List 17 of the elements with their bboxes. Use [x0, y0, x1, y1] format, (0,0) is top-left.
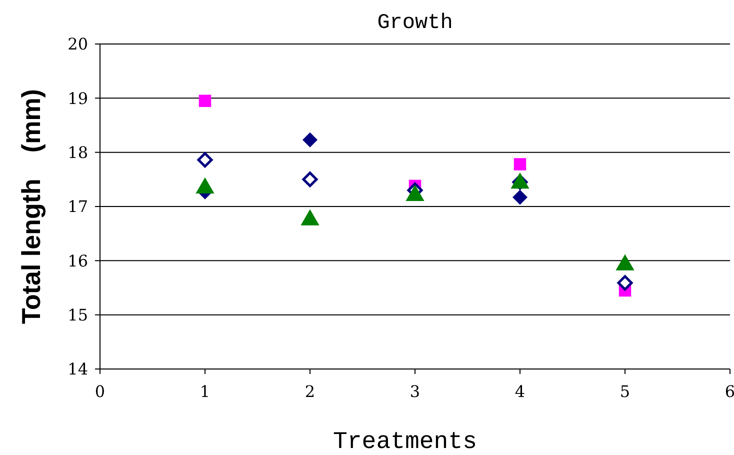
- y-tick-label: 17: [68, 197, 88, 216]
- x-tick-label: 1: [200, 382, 210, 401]
- x-tick-label: 6: [724, 382, 734, 401]
- x-tick-label: 3: [410, 382, 420, 401]
- x-axis-title: Treatments: [332, 429, 478, 455]
- y-axis-title: Total length (mm): [16, 89, 46, 324]
- x-tick-label: 0: [94, 382, 106, 401]
- y-tick-label: 19: [68, 88, 88, 108]
- x-tick-label: 2: [304, 382, 316, 401]
- y-tick-label: 20: [68, 34, 88, 54]
- chart-title: Growth: [377, 12, 453, 35]
- x-tick-label: 5: [620, 382, 630, 401]
- y-tick-label: 18: [68, 142, 88, 162]
- y-tick-label: 15: [68, 305, 88, 324]
- y-tick-label: 14: [68, 360, 88, 379]
- y-tick-label: 16: [68, 251, 88, 270]
- x-tick-label: 4: [514, 382, 526, 401]
